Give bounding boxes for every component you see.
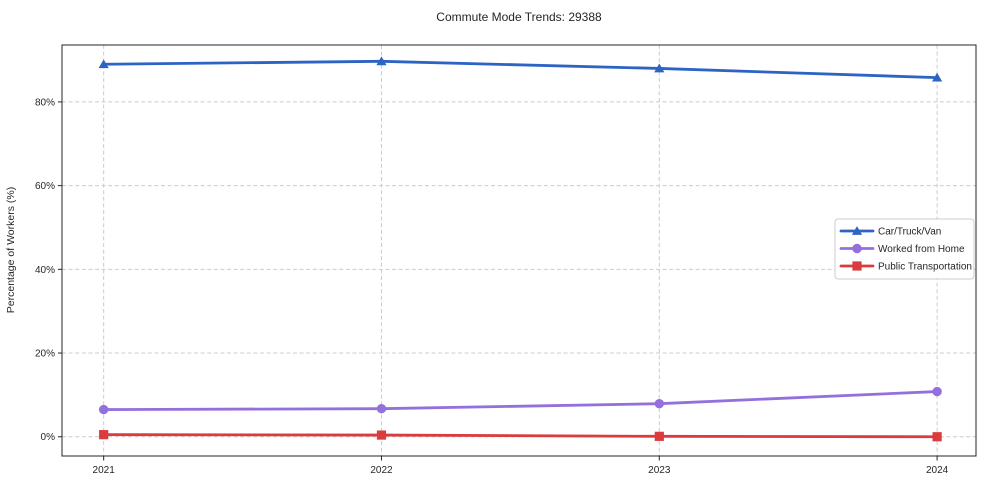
y-tick-label: 0%: [41, 432, 56, 443]
data-point-car-truck-van: [654, 63, 665, 73]
data-point-public-transportation: [99, 430, 109, 440]
data-point-public-transportation: [654, 431, 664, 441]
x-tick-label: 2023: [648, 465, 671, 476]
y-tick-label: 80%: [35, 97, 55, 108]
series-line-worked-from-home: [102, 390, 939, 411]
plot-border: [61, 44, 977, 457]
series-line-car-truck-van: [102, 59, 939, 80]
legend-box: [834, 218, 975, 280]
legend: Car/Truck/Van Worked from Home Public Tran…: [834, 218, 975, 280]
x-tick-label: 2021: [93, 465, 116, 476]
legend-label: Public Transportation: [878, 262, 972, 273]
series-line-public-transportation: [102, 433, 939, 439]
data-point-car-truck-van: [98, 59, 109, 69]
data-point-car-truck-van: [932, 72, 943, 82]
data-point-worked-from-home: [932, 386, 942, 397]
x-axis-ticks: 2021 2022 2023 2024: [93, 456, 949, 476]
data-point-worked-from-home: [98, 404, 109, 415]
x-tick-label: 2024: [926, 465, 949, 476]
data-point-public-transportation: [376, 430, 387, 440]
legend-marker-triangle: [851, 226, 863, 235]
y-tick-label: 40%: [35, 265, 55, 276]
y-axis-label: Percentage of Workers (%): [5, 187, 17, 313]
y-axis-ticks: 0% 20% 40% 60% 80%: [35, 97, 62, 443]
x-tick-label: 2022: [370, 465, 393, 476]
data-point-car-truck-van: [376, 56, 387, 66]
legend-item: Public Transportation: [839, 261, 972, 273]
y-tick-label: 60%: [35, 181, 55, 192]
legend-marker-square: [852, 261, 862, 271]
legend-label: Worked from Home: [878, 244, 965, 255]
chart-title: Commute Mode Trends: 29388: [436, 10, 602, 24]
data-series: [98, 56, 943, 442]
legend-item: Worked from Home: [839, 243, 965, 255]
legend-item: Car/Truck/Van: [839, 226, 941, 238]
data-point-worked-from-home: [654, 398, 664, 409]
y-tick-label: 20%: [35, 349, 55, 360]
gridlines: [62, 45, 976, 456]
legend-label: Car/Truck/Van: [878, 227, 941, 238]
legend-marker-circle: [852, 243, 862, 254]
data-point-worked-from-home: [376, 404, 387, 414]
data-point-public-transportation: [932, 432, 942, 442]
